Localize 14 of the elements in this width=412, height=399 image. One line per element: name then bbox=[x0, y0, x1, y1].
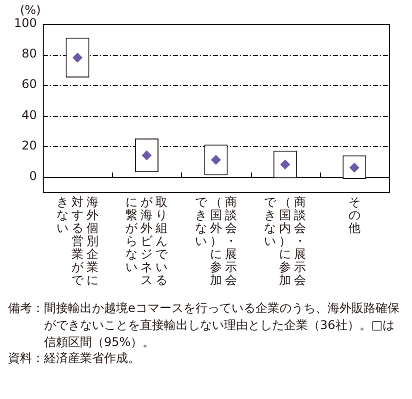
y-tick-label: 80 bbox=[22, 46, 37, 61]
text: 資料：経済産業省作成。 bbox=[8, 350, 141, 368]
y-tick-label: 40 bbox=[22, 108, 37, 122]
y-axis-title: (%) bbox=[20, 3, 41, 17]
y-tick-label: 100 bbox=[14, 16, 37, 30]
y-tick-label: 60 bbox=[22, 77, 37, 92]
category-label: 商談会・展示会（国内）に参加できない bbox=[264, 195, 306, 287]
category-label: 商談会・展示会（国外）に参加できない bbox=[194, 195, 237, 287]
category-label: 海外個別企業に対する営業ができない bbox=[56, 195, 98, 287]
y-tick-label: 0 bbox=[29, 168, 37, 183]
category-label: 取り組んでいるが海外ビジネスに繋がらない bbox=[126, 195, 168, 287]
y-tick-label: 20 bbox=[22, 138, 37, 152]
x-tick-label: その他 bbox=[348, 195, 361, 235]
text: 備考：間接輸出か越境eコマースを行っている企業のうち、海外販路確保ができないことを直接輸出しない理由とした企業（36社）。□は信頼区間（95%）。 bbox=[8, 300, 400, 350]
